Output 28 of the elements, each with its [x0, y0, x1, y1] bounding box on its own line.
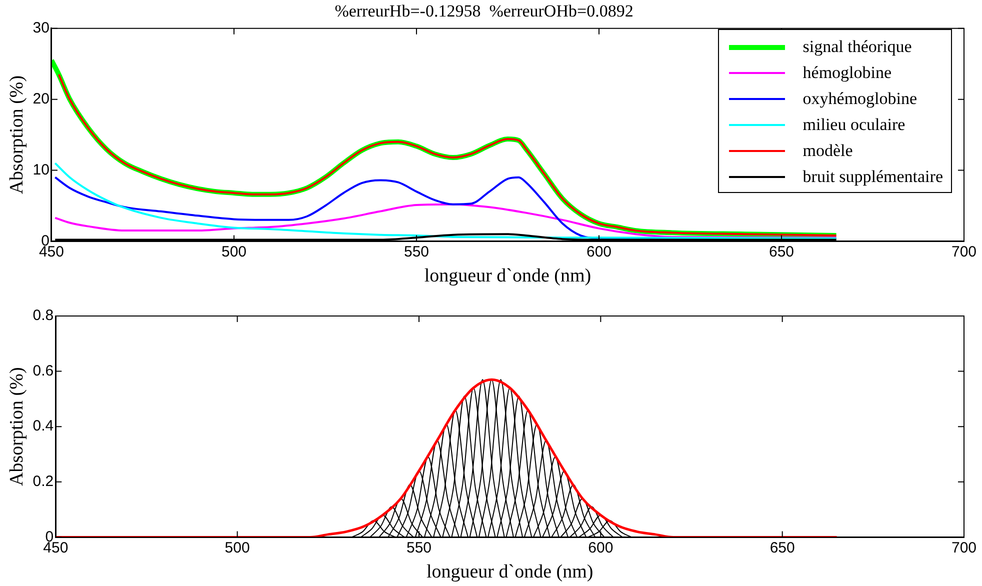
x-tick-label: 550	[404, 243, 430, 260]
x-axis-title: longueur d`onde (nm)	[426, 562, 594, 583]
y-tick-label: 0.2	[32, 473, 54, 490]
x-tick-label: 650	[768, 243, 794, 260]
legend-label: milieu oculaire	[802, 115, 906, 136]
y-tick-label: 10	[32, 161, 50, 178]
y-tick-label: 20	[32, 90, 50, 108]
x-tick-label: 650	[770, 539, 795, 556]
x-tick-label: 550	[406, 539, 432, 556]
y-axis-title: Absorption (%)	[6, 367, 28, 486]
y-tick-label: 0.4	[32, 418, 54, 435]
x-tick-label: 500	[221, 243, 247, 260]
x-tick-label: 500	[224, 539, 250, 556]
y-tick-label: 0.8	[32, 307, 54, 324]
legend-label: signal théorique	[802, 37, 912, 58]
x-tick-label: 700	[951, 539, 977, 556]
x-tick-label: 600	[588, 539, 614, 556]
y-tick-label: 30	[32, 20, 50, 37]
legend-label: bruit supplémentaire	[802, 167, 943, 188]
legend-label: modèle	[802, 141, 853, 162]
legend-label: oxyhémoglobine	[802, 89, 918, 110]
legend-label: hémoglobine	[802, 63, 892, 84]
y-tick-label: 0.6	[32, 362, 54, 380]
y-axis-title: Absorption (%)	[6, 75, 28, 194]
x-axis-title: longueur d`onde (nm)	[424, 266, 592, 287]
chart-title: %erreurHb=-0.12958 %erreurOHb=0.0892	[334, 2, 634, 21]
x-tick-label: 700	[951, 243, 977, 260]
x-tick-label: 600	[586, 243, 612, 260]
